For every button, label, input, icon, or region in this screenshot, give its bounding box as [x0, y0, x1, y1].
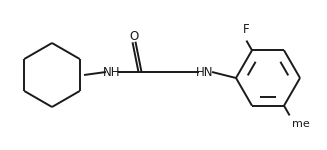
Text: NH: NH — [103, 66, 121, 78]
Text: F: F — [243, 23, 250, 36]
Text: me: me — [292, 119, 309, 129]
Text: HN: HN — [196, 66, 214, 78]
Text: O: O — [129, 30, 139, 42]
